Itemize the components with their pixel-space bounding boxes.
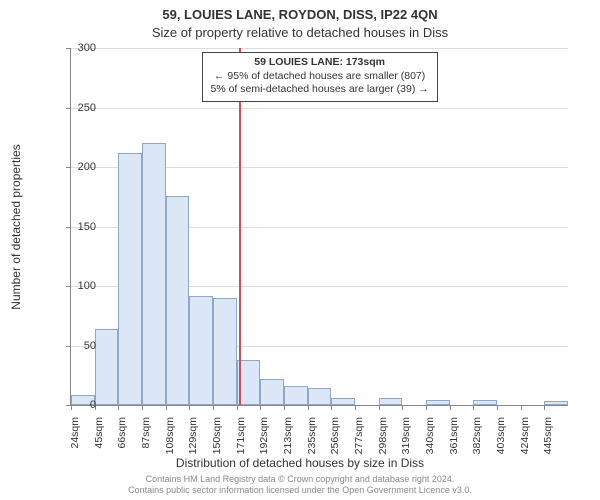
title-block: 59, LOUIES LANE, ROYDON, DISS, IP22 4QN …: [0, 0, 600, 41]
x-tick-label: 66sqm: [116, 417, 128, 449]
histogram-bar: [189, 296, 213, 405]
x-tick: [402, 405, 403, 410]
histogram-bar: [331, 398, 355, 405]
x-tick-label: 150sqm: [211, 417, 223, 454]
x-tick-label: 298sqm: [377, 417, 389, 454]
x-tick: [355, 405, 356, 410]
histogram-bar: [142, 143, 166, 405]
x-tick-label: 213sqm: [282, 417, 294, 454]
chart-container: 59, LOUIES LANE, ROYDON, DISS, IP22 4QN …: [0, 0, 600, 500]
x-axis-label: Distribution of detached houses by size …: [0, 456, 600, 470]
x-tick: [189, 405, 190, 410]
y-axis-label: Number of detached properties: [9, 144, 23, 309]
x-tick-label: 24sqm: [69, 417, 81, 449]
histogram-bar: [308, 388, 332, 405]
footer-line-1: Contains HM Land Registry data © Crown c…: [0, 474, 600, 485]
x-tick-label: 445sqm: [542, 417, 554, 454]
x-tick-label: 403sqm: [495, 417, 507, 454]
x-tick-label: 171sqm: [235, 417, 247, 454]
x-tick-label: 424sqm: [519, 417, 531, 454]
x-tick: [521, 405, 522, 410]
title-line-2: Size of property relative to detached ho…: [0, 24, 600, 42]
histogram-bar: [260, 379, 284, 405]
histogram-bar: [213, 298, 237, 405]
x-tick: [308, 405, 309, 410]
info-box-line-1: 59 LOUIES LANE: 173sqm: [211, 56, 429, 70]
x-tick: [544, 405, 545, 410]
histogram-bar: [473, 400, 497, 405]
x-tick: [237, 405, 238, 410]
x-tick: [260, 405, 261, 410]
info-box: 59 LOUIES LANE: 173sqm← 95% of detached …: [202, 52, 438, 102]
histogram-bar: [544, 401, 568, 405]
x-tick-label: 382sqm: [471, 417, 483, 454]
y-tick-label: 50: [56, 340, 96, 352]
y-tick-label: 100: [56, 280, 96, 292]
y-tick-label: 250: [56, 102, 96, 114]
x-tick: [379, 405, 380, 410]
x-tick-label: 319sqm: [400, 417, 412, 454]
x-tick-label: 340sqm: [424, 417, 436, 454]
histogram-bar: [379, 398, 403, 405]
y-tick-label: 0: [56, 399, 96, 411]
histogram-bar: [426, 400, 450, 405]
x-tick-label: 235sqm: [306, 417, 318, 454]
x-tick-label: 192sqm: [258, 417, 270, 454]
histogram-bar: [118, 153, 142, 405]
x-tick-label: 256sqm: [329, 417, 341, 454]
histogram-bar: [166, 196, 190, 405]
x-tick-label: 108sqm: [164, 417, 176, 454]
x-tick-label: 277sqm: [353, 417, 365, 454]
x-tick: [426, 405, 427, 410]
plot-wrap: 24sqm45sqm66sqm87sqm108sqm129sqm150sqm17…: [70, 48, 568, 406]
gridline: [71, 108, 568, 109]
x-tick: [118, 405, 119, 410]
x-tick-label: 87sqm: [140, 417, 152, 449]
x-tick-label: 45sqm: [93, 417, 105, 449]
x-tick: [473, 405, 474, 410]
plot-area: 24sqm45sqm66sqm87sqm108sqm129sqm150sqm17…: [70, 48, 568, 406]
x-tick: [450, 405, 451, 410]
x-tick: [331, 405, 332, 410]
y-tick-label: 150: [56, 221, 96, 233]
info-box-line-3: 5% of semi-detached houses are larger (3…: [211, 83, 429, 97]
y-tick-label: 200: [56, 161, 96, 173]
y-tick-label: 300: [56, 42, 96, 54]
info-box-line-2: ← 95% of detached houses are smaller (80…: [211, 70, 429, 84]
x-tick-label: 129sqm: [187, 417, 199, 454]
x-tick: [213, 405, 214, 410]
histogram-bar: [284, 386, 308, 405]
x-tick: [284, 405, 285, 410]
x-tick: [166, 405, 167, 410]
histogram-bar: [95, 329, 119, 405]
footer: Contains HM Land Registry data © Crown c…: [0, 474, 600, 497]
x-tick-label: 361sqm: [448, 417, 460, 454]
footer-line-2: Contains public sector information licen…: [0, 485, 600, 496]
title-line-1: 59, LOUIES LANE, ROYDON, DISS, IP22 4QN: [0, 6, 600, 24]
gridline: [71, 48, 568, 49]
x-tick: [142, 405, 143, 410]
x-tick: [497, 405, 498, 410]
